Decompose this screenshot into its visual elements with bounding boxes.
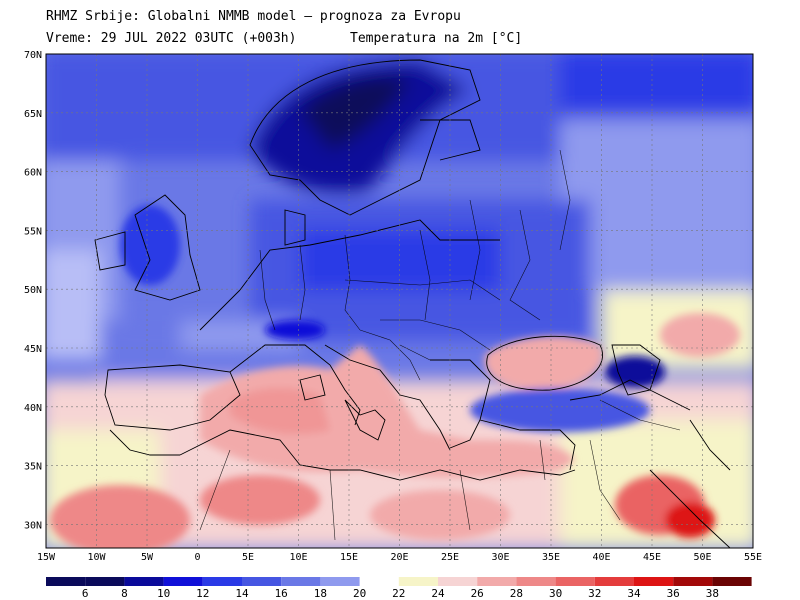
colorbar-label: 30 [549, 587, 562, 600]
graticule [46, 54, 753, 548]
longitude-label: 55E [744, 552, 762, 563]
colorbar-swatch [477, 577, 517, 586]
colorbar-label: 34 [627, 587, 641, 600]
colorbar-label: 14 [235, 587, 249, 600]
longitude-label: 35E [542, 552, 560, 563]
longitude-labels: 15W 10W 5W 0 5E 10E 15E 20E 25E 30E 35E 40E 45E 50E 55… [37, 552, 762, 563]
latitude-label: 55N [24, 226, 42, 237]
colorbar-label: 26 [471, 587, 484, 600]
longitude-label: 10E [289, 552, 307, 563]
latitude-label: 30N [24, 520, 42, 531]
colorbar-labels: 6 8 10 12 14 16 18 20 22 24 26 28 30 32 34 36 38 [82, 587, 719, 600]
longitude-label: 25E [441, 552, 459, 563]
colorbar-swatch [516, 577, 556, 586]
longitude-label: 5W [141, 552, 154, 563]
colorbar-swatch [46, 577, 86, 586]
latitude-labels: 70N 65N 60N 55N 50N 45N 40N 35N 30N [24, 50, 42, 531]
variable-label: Temperatura na 2m [°C] [350, 31, 523, 46]
map-title: RHMZ Srbije: Globalni NMMB model — progn… [46, 9, 461, 24]
colorbar-label: 8 [121, 587, 128, 600]
colorbar-label: 24 [431, 587, 445, 600]
colorbar-swatch [634, 577, 674, 586]
longitude-label: 15W [37, 552, 56, 563]
colorbar-swatch [673, 577, 713, 586]
colorbar-swatch [124, 577, 164, 586]
colorbar-label: 18 [314, 587, 327, 600]
colorbar-label: 16 [275, 587, 288, 600]
latitude-label: 65N [24, 109, 42, 120]
colorbar-swatch [85, 577, 125, 586]
longitude-label: 30E [491, 552, 509, 563]
colorbar-swatch [712, 577, 752, 586]
longitude-label: 0 [194, 552, 200, 563]
longitude-label: 50E [693, 552, 711, 563]
colorbar-label: 38 [706, 587, 719, 600]
latitude-label: 40N [24, 403, 42, 414]
latitude-label: 60N [24, 168, 42, 179]
longitude-label: 40E [592, 552, 610, 563]
temperature-field [46, 54, 753, 548]
colorbar-swatch [281, 577, 321, 586]
colorbar-label: 6 [82, 587, 89, 600]
longitude-label: 5E [242, 552, 254, 563]
map-frame [45, 53, 754, 549]
colorbar-swatch [438, 577, 478, 586]
colorbar [46, 577, 752, 586]
longitude-label: 15E [340, 552, 358, 563]
colorbar-label: 22 [392, 587, 405, 600]
forecast-time: Vreme: 29 JUL 2022 03UTC (+003h) [46, 31, 297, 46]
colorbar-label: 32 [588, 587, 601, 600]
colorbar-swatch [398, 577, 438, 586]
colorbar-swatch [202, 577, 242, 586]
latitude-label: 35N [24, 462, 42, 473]
longitude-label: 45E [643, 552, 661, 563]
latitude-label: 45N [24, 344, 42, 355]
coastlines [94, 59, 731, 548]
colorbar-label: 36 [667, 587, 680, 600]
latitude-label: 50N [24, 285, 42, 296]
longitude-label: 10W [87, 552, 106, 563]
latitude-label: 70N [24, 50, 42, 61]
colorbar-swatch [320, 577, 360, 586]
colorbar-label: 10 [157, 587, 170, 600]
colorbar-swatch [594, 577, 634, 586]
colorbar-swatch [555, 577, 595, 586]
longitude-label: 20E [390, 552, 408, 563]
colorbar-label: 12 [196, 587, 209, 600]
colorbar-swatch [163, 577, 203, 586]
colorbar-label: 20 [353, 587, 366, 600]
country-borders [199, 149, 681, 541]
colorbar-swatch [242, 577, 282, 586]
colorbar-label: 28 [510, 587, 523, 600]
